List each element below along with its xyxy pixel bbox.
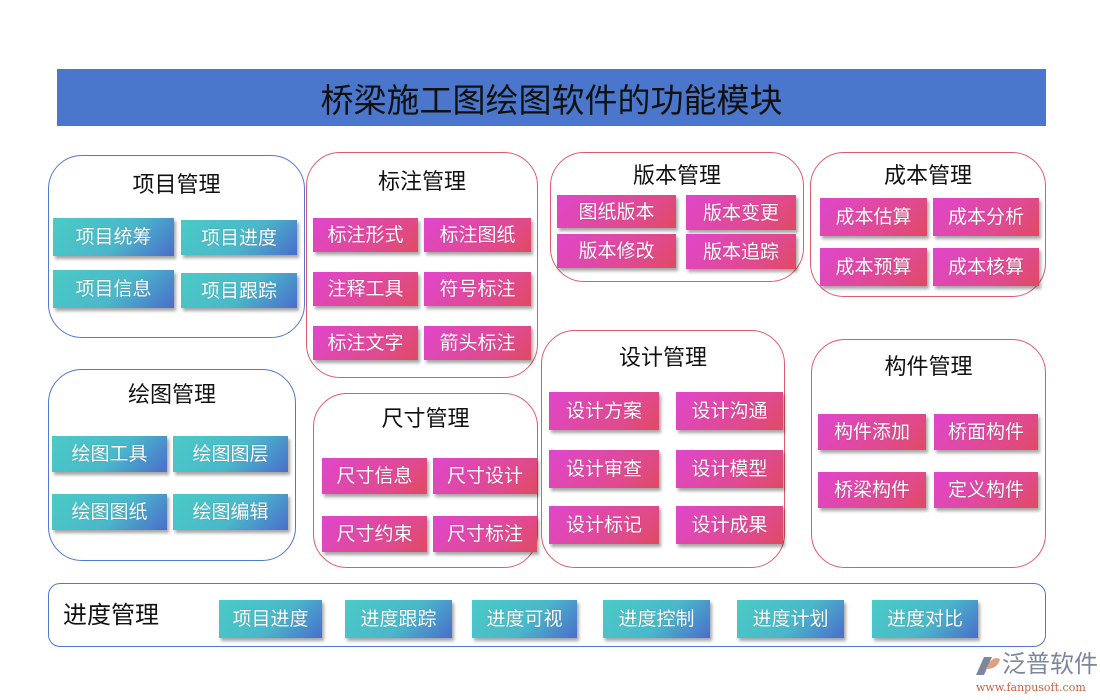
function-button[interactable]: 构件添加 [818, 414, 926, 450]
function-button[interactable]: 进度对比 [872, 600, 978, 638]
function-button[interactable]: 进度跟踪 [345, 600, 452, 638]
function-button[interactable]: 箭头标注 [424, 326, 531, 360]
function-button[interactable]: 设计模型 [676, 450, 783, 488]
function-button[interactable]: 进度可视 [472, 600, 577, 638]
module-title: 尺寸管理 [381, 407, 470, 432]
function-button[interactable]: 标注图纸 [424, 218, 531, 252]
function-button[interactable]: 尺寸约束 [322, 516, 427, 552]
fanpu-logo-icon [976, 657, 1000, 675]
page-title: 桥梁施工图绘图软件的功能模块 [57, 69, 1046, 126]
function-button[interactable]: 成本预算 [820, 248, 927, 286]
function-button[interactable]: 项目进度 [219, 600, 322, 638]
module-7: 构件管理 [811, 339, 1046, 568]
function-button[interactable]: 标注文字 [313, 326, 418, 360]
function-button[interactable]: 尺寸标注 [433, 516, 537, 552]
function-button[interactable]: 绘图编辑 [173, 494, 288, 530]
logo: 泛普软件 www.fanpusoft.com [972, 650, 1098, 697]
module-title: 绘图管理 [127, 383, 216, 408]
function-button[interactable]: 注释工具 [313, 272, 418, 306]
function-button[interactable]: 绘图图层 [173, 436, 288, 472]
function-button[interactable]: 桥面构件 [934, 414, 1038, 450]
function-button[interactable]: 符号标注 [424, 272, 531, 306]
function-button[interactable]: 图纸版本 [557, 195, 676, 228]
module-title: 设计管理 [618, 346, 707, 371]
logo-url: www.fanpusoft.com [976, 681, 1086, 694]
function-button[interactable]: 设计标记 [549, 506, 659, 544]
module-title: 版本管理 [632, 164, 721, 189]
function-button[interactable]: 项目信息 [53, 270, 174, 308]
function-button[interactable]: 绘图工具 [52, 436, 167, 472]
module-title: 标注管理 [377, 170, 466, 195]
function-button[interactable]: 设计方案 [549, 392, 659, 430]
module-title: 进度管理 [63, 601, 159, 629]
function-button[interactable]: 尺寸设计 [433, 458, 537, 494]
function-button[interactable]: 桥梁构件 [818, 472, 926, 508]
function-button[interactable]: 版本变更 [686, 195, 796, 230]
function-button[interactable]: 设计沟通 [676, 392, 783, 430]
function-button[interactable]: 项目进度 [181, 220, 297, 255]
module-title: 成本管理 [883, 164, 972, 189]
function-button[interactable]: 绘图图纸 [52, 494, 167, 530]
module-title: 构件管理 [884, 355, 973, 380]
module-title: 项目管理 [132, 173, 221, 198]
function-button[interactable]: 进度计划 [737, 600, 844, 638]
function-button[interactable]: 版本修改 [557, 234, 676, 268]
function-button[interactable]: 标注形式 [313, 218, 418, 252]
function-button[interactable]: 成本分析 [933, 198, 1039, 236]
function-button[interactable]: 设计审查 [549, 450, 659, 488]
function-button[interactable]: 项目统筹 [53, 218, 174, 256]
function-button[interactable]: 成本核算 [933, 248, 1039, 286]
function-button[interactable]: 尺寸信息 [322, 458, 427, 494]
function-button[interactable]: 进度控制 [603, 600, 710, 638]
logo-name: 泛普软件 [1002, 650, 1098, 678]
function-button[interactable]: 版本追踪 [686, 234, 796, 269]
function-button[interactable]: 成本估算 [820, 198, 927, 236]
function-button[interactable]: 定义构件 [934, 472, 1038, 508]
function-button[interactable]: 设计成果 [676, 506, 783, 544]
function-button[interactable]: 项目跟踪 [181, 273, 297, 308]
